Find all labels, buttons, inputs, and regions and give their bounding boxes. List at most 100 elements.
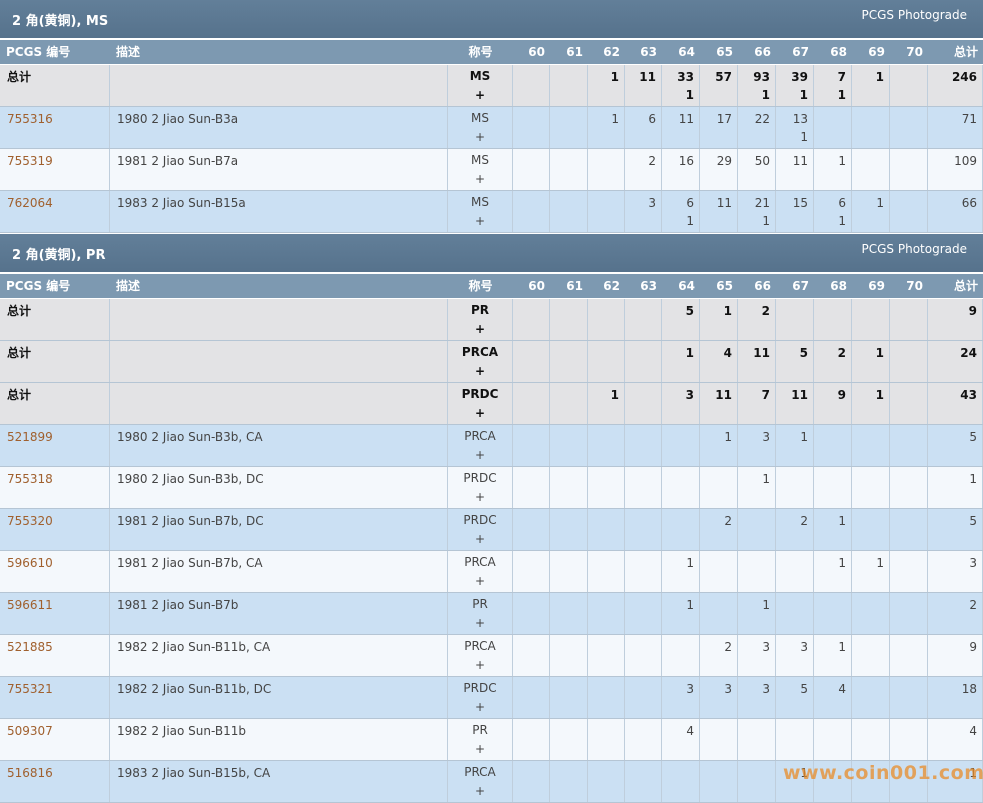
- cell: 66: [928, 191, 983, 232]
- cell: [890, 299, 928, 340]
- cell: 9: [928, 299, 983, 340]
- cell: [110, 383, 448, 424]
- cell: [890, 341, 928, 382]
- cell-text: 1981 2 Jiao Sun-B7b, CA: [117, 556, 263, 570]
- cell: 1: [852, 65, 890, 106]
- cell: [890, 65, 928, 106]
- cell: [625, 467, 662, 508]
- cell: [513, 635, 550, 676]
- cell: [738, 719, 776, 760]
- header-label: 64: [678, 279, 695, 293]
- cell: [625, 509, 662, 550]
- cell: [662, 761, 700, 802]
- cell: [625, 635, 662, 676]
- cell-text: 2: [724, 640, 732, 654]
- coin-link[interactable]: 596610: [7, 556, 53, 570]
- data-row: 596610 1981 2 Jiao Sun-B7b, CA PRCA +1 1 1 3: [0, 551, 983, 593]
- cell-text: +: [474, 742, 486, 756]
- cell: [890, 635, 928, 676]
- cell: 71: [928, 107, 983, 148]
- cell: [852, 761, 890, 802]
- cell: [550, 467, 588, 508]
- cell-text: 11: [792, 154, 808, 168]
- coin-link[interactable]: 516816: [7, 766, 53, 780]
- cell-text: 16: [678, 154, 694, 168]
- coin-link[interactable]: 762064: [7, 196, 53, 210]
- header-label: 63: [640, 45, 657, 59]
- watermark: www.coin001.com: [783, 762, 983, 784]
- coin-link[interactable]: 521885: [7, 640, 53, 654]
- cell-text: 109: [954, 154, 977, 168]
- cell-text: 1: [838, 556, 846, 570]
- cell: [588, 425, 625, 466]
- cell-text: 3: [762, 640, 770, 654]
- header-label: 64: [678, 45, 695, 59]
- cell-text: PR: [470, 303, 490, 317]
- column-header: 称号: [448, 40, 513, 64]
- cell: PR +: [448, 593, 513, 634]
- coin-link[interactable]: 755320: [7, 514, 53, 528]
- cell: 509307: [0, 719, 110, 760]
- data-row: 755316 1980 2 Jiao Sun-B3a MS +1 6 11 17 22 13 1 7…: [0, 107, 983, 149]
- cell: 2: [738, 299, 776, 340]
- cell: 5: [928, 425, 983, 466]
- cell: 1982 2 Jiao Sun-B11b, CA: [110, 635, 448, 676]
- cell-text: 1983 2 Jiao Sun-B15a: [117, 196, 246, 210]
- cell-text: 1982 2 Jiao Sun-B11b: [117, 724, 247, 738]
- cell: [513, 425, 550, 466]
- cell-text: MS: [471, 153, 489, 167]
- cell-text: PRCA: [461, 345, 499, 359]
- cell-text: 1: [838, 640, 846, 654]
- coin-link[interactable]: 755316: [7, 112, 53, 126]
- coin-link[interactable]: 509307: [7, 724, 53, 738]
- cell: 5: [928, 509, 983, 550]
- cell: 1981 2 Jiao Sun-B7b, CA: [110, 551, 448, 592]
- cell: 11: [662, 107, 700, 148]
- column-header: 总计: [928, 274, 983, 298]
- header-label: 67: [792, 279, 809, 293]
- cell: [513, 719, 550, 760]
- header-label: 65: [716, 45, 733, 59]
- cell: PRDC +: [448, 509, 513, 550]
- column-header: 67: [776, 40, 814, 64]
- coin-link[interactable]: 596611: [7, 598, 53, 612]
- cell-text: 1: [610, 70, 619, 84]
- cell: 1: [852, 191, 890, 232]
- cell-text: PRDC: [463, 681, 497, 695]
- cell: 2: [814, 341, 852, 382]
- cell: [550, 425, 588, 466]
- header-label: 69: [868, 45, 885, 59]
- cell: [588, 509, 625, 550]
- coin-link[interactable]: 755321: [7, 682, 53, 696]
- cell: PRDC +: [448, 383, 513, 424]
- column-header: 描述: [110, 274, 448, 298]
- cell: 22: [738, 107, 776, 148]
- cell: MS +: [448, 149, 513, 190]
- cell: 11: [625, 65, 662, 106]
- coin-link[interactable]: 755319: [7, 154, 53, 168]
- cell: 9: [928, 635, 983, 676]
- cell-text: +: [474, 130, 486, 144]
- coin-link[interactable]: 755318: [7, 472, 53, 486]
- cell-text: +: [474, 490, 486, 504]
- cell: 1: [588, 383, 625, 424]
- cell: [513, 107, 550, 148]
- cell-text: 24: [960, 346, 977, 360]
- cell: 1: [662, 593, 700, 634]
- cell-text: MS: [471, 195, 489, 209]
- cell: 521899: [0, 425, 110, 466]
- header-label: 68: [830, 45, 847, 59]
- cell-text: 1: [610, 388, 619, 402]
- cell-text: +: [474, 364, 486, 378]
- cell-text: 1982 2 Jiao Sun-B11b, DC: [117, 682, 272, 696]
- cell: 11: [738, 341, 776, 382]
- data-row: 755321 1982 2 Jiao Sun-B11b, DC PRDC +3 3 3 5 4…: [0, 677, 983, 719]
- cell: 1: [738, 467, 776, 508]
- section-header: 2 角(黄铜), PR PCGS Photograde: [0, 234, 983, 272]
- column-header: 68: [814, 40, 852, 64]
- column-header: 总计: [928, 40, 983, 64]
- coin-link[interactable]: 521899: [7, 430, 53, 444]
- cell-text: PRCA: [464, 765, 496, 779]
- cell-text: 3: [724, 682, 732, 696]
- cell-text: +: [474, 784, 486, 798]
